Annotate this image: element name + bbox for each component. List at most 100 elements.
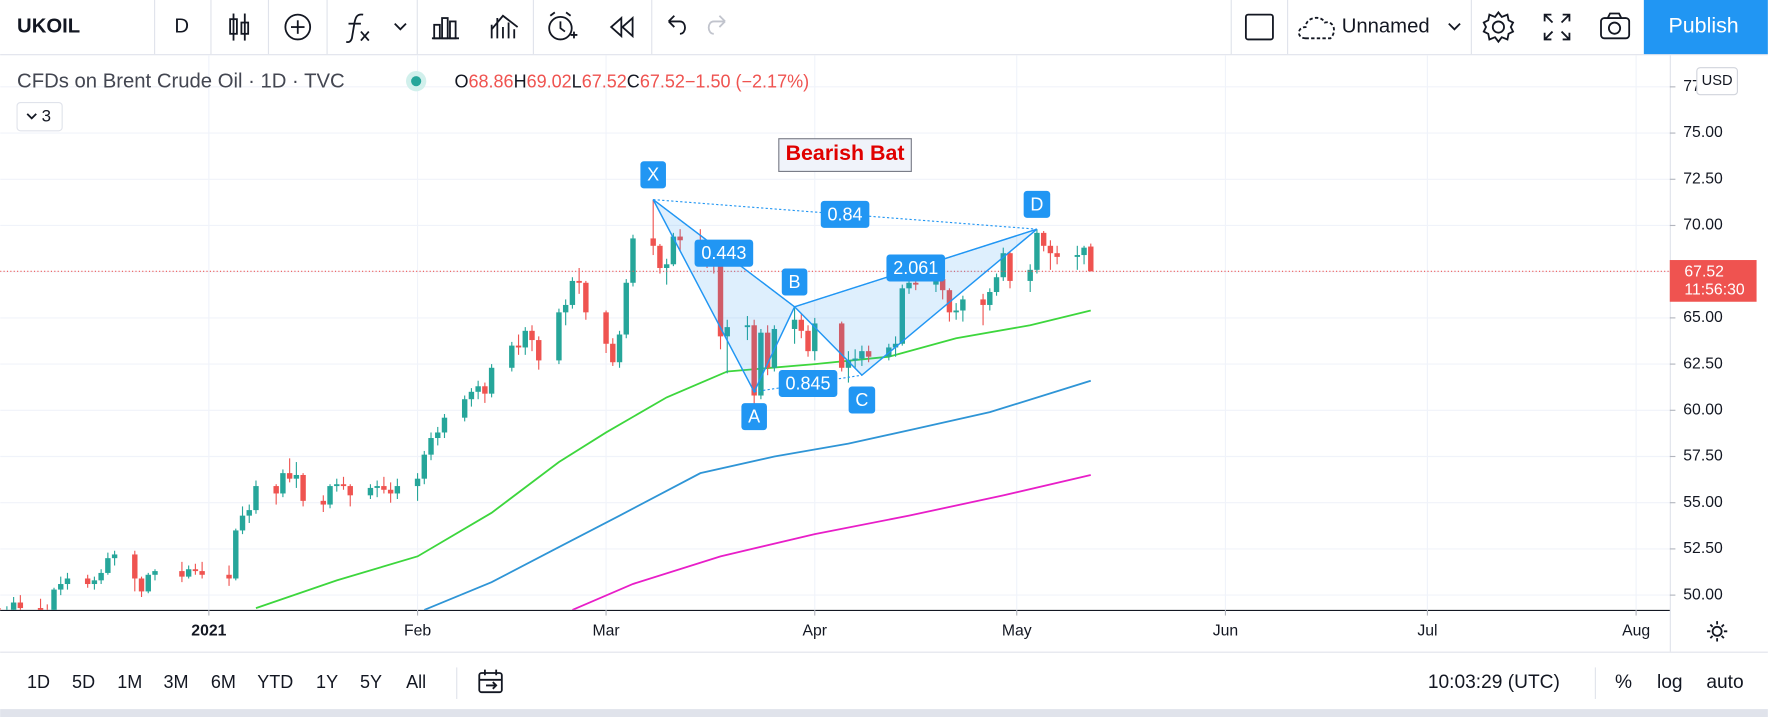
range-button[interactable]: 3M [164,672,189,692]
range-button[interactable]: All [406,672,426,692]
scale-option[interactable]: log [1657,672,1683,693]
candle-body [185,569,192,577]
layout-menu-icon[interactable] [1448,23,1461,31]
candle-body [1047,245,1054,254]
ohlc-value: 68.86 [468,71,513,91]
market-status-dot [411,76,422,87]
candle-body [791,319,798,329]
indicator-count[interactable]: 3 [42,107,51,126]
candle-body [892,343,899,348]
indicators-icon[interactable] [345,13,407,44]
interval[interactable]: D [174,15,189,37]
pattern-point-label-text: B [789,272,801,292]
candle-body [414,478,421,487]
x-tick-label: Mar [592,622,619,639]
range-button[interactable]: 6M [211,672,236,692]
candle-body [939,279,946,291]
last-price-label: 67.52 [1684,264,1723,281]
pattern-ratio-label-box [694,239,754,267]
publish-label[interactable]: Publish [1668,14,1738,38]
pattern-name-box [778,138,912,172]
currency[interactable]: USD [1702,73,1733,89]
candle-body [239,515,246,531]
candle-body [657,245,663,268]
chart-title: CFDs on Brent Crude Oil · 1D · TVC [17,71,345,93]
candle-body [610,343,616,363]
pattern-point-label: C [848,386,876,414]
date-range-icon[interactable] [478,669,503,694]
redo-icon[interactable] [707,15,726,35]
publish-button[interactable] [1643,0,1768,55]
candle-body [805,330,811,352]
undo-icon[interactable] [668,15,686,35]
range-button[interactable]: 5D [72,672,95,692]
range-button[interactable]: 1Y [316,672,338,692]
bottom-strip [0,709,1768,717]
candle-body [751,325,757,396]
ohlc-key: L [572,71,582,91]
alert-icon[interactable] [548,11,578,41]
candle-body [347,486,353,496]
fullscreen-icon[interactable] [1543,13,1571,41]
symbol[interactable]: UKOIL [17,15,80,37]
scale-option[interactable]: auto [1706,672,1743,693]
candle-body [670,236,677,265]
compare-icon[interactable] [284,13,312,41]
chart-style-icon[interactable] [229,13,250,41]
axis-settings-icon[interactable] [1706,621,1728,642]
pattern-point-label-box [640,161,666,189]
moving-average [572,474,1091,610]
pattern-ratio-label-box [820,200,870,228]
candle-body [334,484,340,487]
candle-body [522,330,528,348]
candle-body [724,327,730,337]
range-button[interactable]: 1M [117,672,142,692]
indicator-chevron[interactable] [26,113,37,120]
pattern-point-label-text: C [855,390,868,410]
settings-icon[interactable] [1482,10,1515,44]
range-button[interactable]: 5Y [360,672,382,692]
candle-body [913,282,919,285]
candle-body [327,486,333,505]
candle-body [488,367,495,394]
candle-body [859,351,865,359]
candle-body [233,530,239,579]
snapshot-icon[interactable] [1600,12,1631,40]
pattern-ratio-label: 0.443 [694,239,754,267]
ohlc-key: H [514,71,527,91]
strategy-icon[interactable] [490,14,519,39]
candle-body [1081,247,1087,256]
layout-icon[interactable] [1244,13,1274,41]
replay-icon[interactable] [609,16,634,39]
range-button[interactable]: YTD [257,672,293,692]
range-button[interactable]: 1D [27,672,50,692]
pattern-ratio-label-text: 0.845 [785,373,830,393]
candle-body [980,299,986,305]
templates-icon[interactable] [431,17,459,40]
candle-body [798,319,805,331]
candle-body [428,438,434,455]
candle-body [394,486,401,494]
candle-body [51,589,57,610]
candle-body [764,332,771,368]
clock[interactable]: 10:03:29 (UTC) [1428,672,1560,693]
pattern-point-label: A [741,403,767,431]
pattern-point-label-text: A [748,407,760,427]
candle-body [663,264,670,268]
top-toolbar: UKOIL D Unnamed Publish [0,0,1768,56]
candle-body [1088,246,1094,272]
x-tick-label: May [1002,622,1032,639]
indicator-toggle[interactable] [16,102,63,132]
candle-body [933,279,939,285]
candle-body [91,580,98,585]
candle-body [4,609,10,610]
candle-body [435,432,441,439]
layout-name[interactable]: Unnamed [1342,15,1430,37]
currency-box[interactable] [1696,67,1738,96]
scale-option[interactable]: % [1615,672,1632,693]
pattern-point-label-box [741,403,767,431]
ohlc-value: 67.52 [582,71,627,91]
cloud-icon[interactable] [1297,16,1335,40]
candle-body [482,386,488,394]
